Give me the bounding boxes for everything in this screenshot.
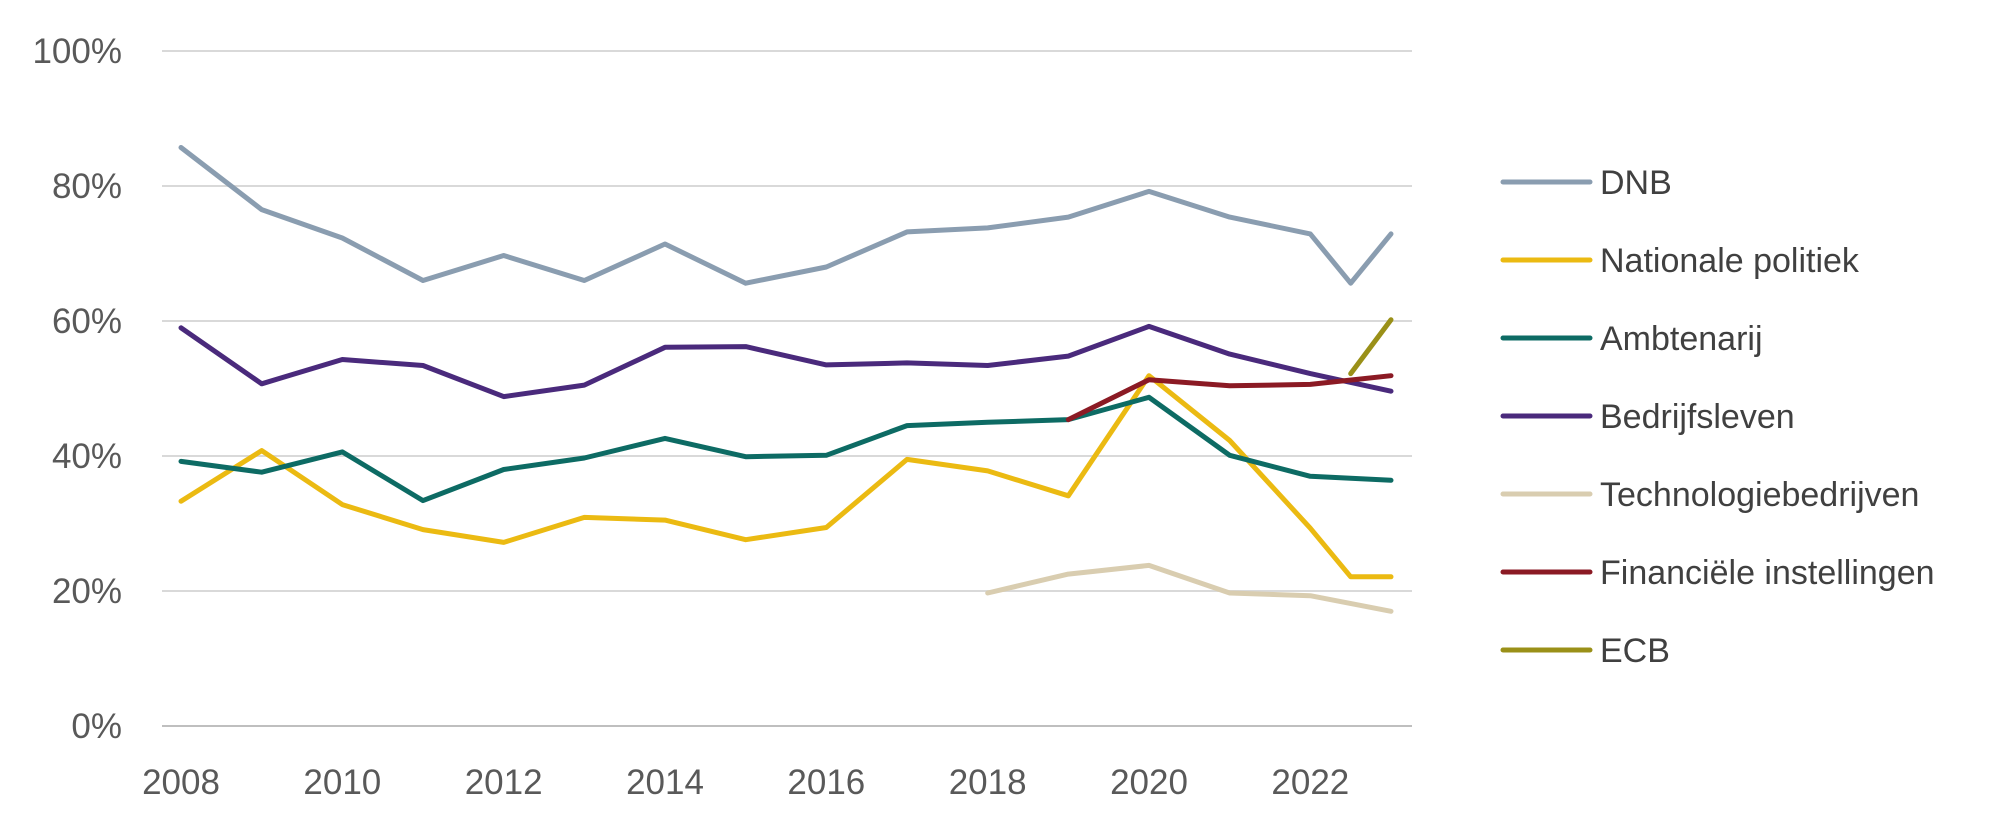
y-tick-label: 0% bbox=[71, 707, 122, 746]
series-line-ambtenarij bbox=[178, 394, 1394, 504]
legend-label: Bedrijfsleven bbox=[1600, 398, 1795, 436]
y-tick-label: 100% bbox=[32, 32, 122, 71]
series-line-technologiebedrijven bbox=[985, 562, 1394, 614]
legend-label: Technologiebedrijven bbox=[1600, 476, 1919, 514]
y-axis-ticks: 0% 20% 40% 60% 80% 100% bbox=[32, 32, 122, 746]
x-tick-label: 2008 bbox=[142, 763, 220, 802]
x-tick-label: 2018 bbox=[949, 763, 1027, 802]
legend-entry: Ambtenarij bbox=[1500, 320, 1763, 358]
series-line-financi-le-instellingen bbox=[1065, 373, 1394, 423]
x-tick-label: 2020 bbox=[1110, 763, 1188, 802]
legend-label: ECB bbox=[1600, 632, 1670, 670]
series-line-bedrijfsleven bbox=[178, 323, 1394, 400]
series-line-nationale-politiek bbox=[178, 373, 1394, 580]
legend-entry: Bedrijfsleven bbox=[1500, 398, 1795, 436]
series-line-dnb bbox=[178, 145, 1394, 286]
legend-entry: DNB bbox=[1500, 164, 1672, 202]
x-axis-ticks: 2008 2010 2012 2014 2016 2018 2020 2022 bbox=[142, 763, 1349, 802]
series-line-ecb bbox=[1348, 317, 1394, 377]
legend: DNB Nationale politiek Ambtenarij Bedrijfsl… bbox=[1500, 164, 1935, 670]
series-lines bbox=[178, 145, 1394, 614]
x-tick-label: 2016 bbox=[787, 763, 865, 802]
y-tick-label: 40% bbox=[52, 437, 122, 476]
legend-label: Financiële instellingen bbox=[1600, 554, 1935, 592]
x-tick-label: 2012 bbox=[465, 763, 543, 802]
legend-entry: Financiële instellingen bbox=[1500, 554, 1935, 592]
legend-entry: Technologiebedrijven bbox=[1500, 476, 1919, 514]
x-tick-label: 2022 bbox=[1271, 763, 1349, 802]
legend-entry: Nationale politiek bbox=[1500, 242, 1860, 280]
legend-label: Nationale politiek bbox=[1600, 242, 1860, 280]
gridlines bbox=[162, 50, 1412, 727]
y-tick-label: 80% bbox=[52, 167, 122, 206]
y-tick-label: 20% bbox=[52, 572, 122, 611]
x-tick-label: 2014 bbox=[626, 763, 704, 802]
legend-entry: ECB bbox=[1500, 632, 1670, 670]
legend-label: DNB bbox=[1600, 164, 1672, 202]
x-tick-label: 2010 bbox=[303, 763, 381, 802]
legend-label: Ambtenarij bbox=[1600, 320, 1763, 358]
y-tick-label: 60% bbox=[52, 302, 122, 341]
